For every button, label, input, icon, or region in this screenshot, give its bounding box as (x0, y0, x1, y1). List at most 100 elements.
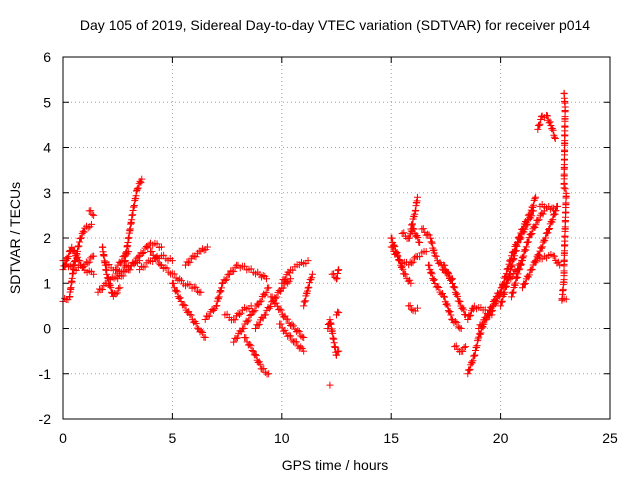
data-point-marker (289, 322, 297, 330)
data-point-marker (246, 311, 254, 319)
data-point-marker (448, 279, 456, 287)
x-tick-label: 10 (274, 430, 290, 446)
data-point-marker (289, 266, 297, 274)
data-point-marker (136, 266, 144, 274)
data-point-marker (153, 240, 161, 248)
data-point-marker (551, 134, 559, 142)
data-point-marker (300, 334, 308, 342)
data-point-marker (518, 284, 526, 292)
data-point-marker (476, 330, 484, 338)
data-point-marker (157, 261, 165, 269)
data-point-marker (237, 309, 245, 317)
data-point-marker (276, 305, 284, 313)
data-point-marker (137, 178, 145, 186)
data-point-marker (532, 193, 540, 201)
x-tick-label: 25 (602, 430, 618, 446)
data-point-marker (501, 288, 509, 296)
data-point-marker (308, 274, 316, 282)
data-point-marker (272, 299, 280, 307)
data-point-marker (79, 227, 87, 235)
data-point-marker (514, 270, 522, 278)
data-point-marker (510, 255, 518, 263)
data-point-marker (432, 252, 440, 260)
y-tick-label: 6 (43, 49, 51, 65)
data-point-marker (547, 121, 555, 129)
data-point-marker (61, 294, 69, 302)
data-point-marker (248, 346, 256, 354)
data-point-marker (254, 321, 262, 329)
data-point-marker (205, 312, 213, 320)
data-point-marker (445, 270, 453, 278)
data-point-marker (551, 207, 559, 215)
data-point-marker (218, 280, 226, 288)
data-point-marker (245, 316, 253, 324)
data-point-marker (61, 256, 69, 264)
data-point-marker (301, 297, 309, 305)
data-point-marker (113, 289, 121, 297)
data-point-marker (186, 311, 194, 319)
data-point-marker (502, 282, 510, 290)
data-point-marker (277, 320, 285, 328)
data-point-marker (213, 302, 221, 310)
data-point-marker (409, 258, 417, 266)
data-point-marker (242, 334, 250, 342)
data-point-marker (246, 340, 254, 348)
data-point-marker (532, 221, 540, 229)
data-point-marker (442, 300, 450, 308)
data-point-marker (447, 276, 455, 284)
data-point-marker (454, 323, 462, 331)
data-point-marker (451, 284, 459, 292)
data-point-marker (441, 261, 449, 269)
data-point-marker (294, 327, 302, 335)
data-point-marker (186, 258, 194, 266)
data-point-marker (223, 275, 231, 283)
data-point-marker (427, 268, 435, 276)
data-point-marker (198, 245, 206, 253)
data-point-marker (425, 261, 433, 269)
data-point-marker (516, 265, 524, 273)
data-point-marker (509, 289, 517, 297)
data-point-marker (520, 280, 528, 288)
data-point-marker (265, 284, 273, 292)
data-point-marker (529, 207, 537, 215)
data-point-marker (467, 358, 475, 366)
data-point-marker (267, 303, 275, 311)
data-point-marker (169, 279, 177, 287)
data-point-marker (546, 118, 554, 126)
data-point-marker (192, 253, 200, 261)
data-point-marker (130, 260, 138, 268)
data-point-marker (447, 311, 455, 319)
data-point-marker (335, 309, 343, 317)
data-point-marker (126, 266, 134, 274)
data-point-marker (531, 195, 539, 203)
data-point-marker (335, 266, 343, 274)
data-point-marker (508, 293, 516, 301)
data-point-marker (304, 284, 312, 292)
data-point-marker (473, 342, 481, 350)
data-point-marker (549, 126, 557, 134)
x-tick-label: 0 (59, 430, 67, 446)
y-tick-label: 4 (43, 140, 51, 156)
data-point-marker (516, 235, 524, 243)
data-point-marker (235, 310, 243, 318)
data-point-marker (549, 216, 557, 224)
data-point-marker (103, 270, 111, 278)
data-point-marker (334, 266, 342, 274)
data-point-marker (516, 261, 524, 269)
data-point-marker (542, 229, 550, 237)
data-point-marker (508, 261, 516, 269)
data-point-marker (262, 289, 270, 297)
data-point-marker (259, 271, 267, 279)
data-point-marker (519, 254, 527, 262)
data-point-marker (113, 265, 121, 273)
data-point-marker (528, 212, 536, 220)
data-point-marker (141, 263, 149, 271)
data-point-marker (538, 244, 546, 252)
data-point-marker (462, 343, 470, 351)
data-point-marker (416, 253, 424, 261)
data-point-marker (409, 220, 417, 228)
data-point-marker (134, 184, 142, 192)
data-point-marker (107, 284, 115, 292)
x-axis-label: GPS time / hours (282, 457, 389, 473)
